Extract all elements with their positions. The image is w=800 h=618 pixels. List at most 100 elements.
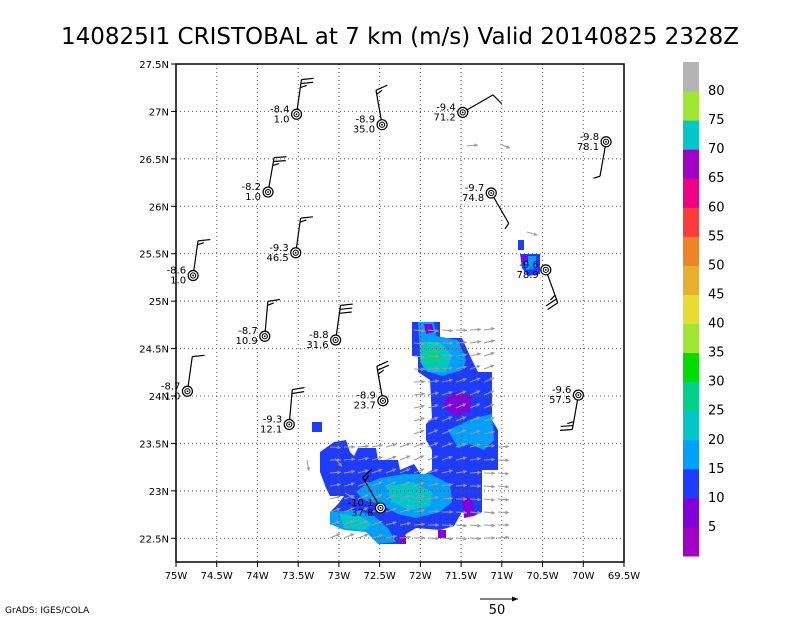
station-value-label: 10.9 bbox=[236, 336, 258, 347]
colorbar-swatch bbox=[683, 207, 699, 237]
wind-vector-head bbox=[392, 494, 397, 498]
wind-vector-head bbox=[491, 510, 495, 515]
wind-vector-head bbox=[463, 469, 467, 474]
wind-barb-flag bbox=[547, 302, 559, 311]
reference-vector: 50 bbox=[480, 596, 518, 618]
colorbar-swatch bbox=[683, 381, 699, 412]
wind-vector-head bbox=[490, 364, 495, 369]
colorbar-label: 15 bbox=[708, 462, 725, 477]
station-temp-label: -8.6 bbox=[167, 266, 187, 277]
station-value-label: 71.2 bbox=[433, 112, 455, 123]
station-ring-inner bbox=[332, 336, 339, 344]
station-plot: -8.71.0 bbox=[161, 354, 205, 402]
colorbar-label: 35 bbox=[708, 346, 725, 361]
wind-vector-head bbox=[420, 468, 425, 473]
wind-vector-head bbox=[392, 521, 397, 525]
wind-vector-head bbox=[476, 416, 481, 421]
y-tick-label: 27.5N bbox=[139, 60, 169, 71]
wind-vector-head bbox=[490, 351, 495, 356]
wind-vector-head bbox=[378, 494, 383, 498]
wind-vector-head bbox=[350, 482, 355, 486]
y-tick-label: 24N bbox=[149, 392, 169, 403]
wind-barb-flag bbox=[267, 302, 274, 306]
wind-vector-head bbox=[476, 377, 481, 382]
y-tick-label: 22.5N bbox=[139, 534, 169, 545]
wind-vector-head bbox=[491, 444, 495, 448]
station-plot: -8.61.0 bbox=[167, 238, 211, 287]
wind-vector-head bbox=[350, 520, 355, 524]
wind-vector-head bbox=[449, 510, 453, 514]
wind-barb-flag bbox=[340, 303, 353, 306]
station-ring-inner bbox=[293, 111, 300, 118]
wind-barb-shaft bbox=[362, 477, 379, 504]
wind-vector-head bbox=[350, 507, 355, 512]
wind-vector-head bbox=[463, 483, 467, 488]
station-temp-label: -8.9 bbox=[356, 391, 376, 402]
colorbar-label: 50 bbox=[708, 258, 725, 273]
wind-vector-head bbox=[491, 536, 495, 540]
wind-vector-head bbox=[434, 455, 439, 460]
wind-vector-head bbox=[477, 536, 481, 541]
wind-barb-shaft bbox=[546, 274, 559, 303]
station-temp-label: -10.1 bbox=[348, 498, 374, 509]
wind-vector-head bbox=[476, 403, 481, 407]
wind-vector-head bbox=[421, 341, 425, 346]
wind-vector-head bbox=[420, 455, 425, 459]
colorbar-swatch bbox=[683, 497, 699, 528]
station-ring-inner bbox=[286, 421, 293, 428]
wind-vector-head bbox=[477, 470, 481, 475]
station-temp-label: -9.3 bbox=[263, 414, 283, 425]
wind-vector-head bbox=[434, 482, 439, 486]
wind-vector-head bbox=[364, 507, 369, 511]
wind-vector-head bbox=[435, 523, 439, 527]
wind-vector-head bbox=[435, 379, 439, 383]
shaded-region bbox=[340, 514, 372, 530]
station-temp-label: -9.7 bbox=[465, 183, 485, 194]
wind-vector-head bbox=[351, 445, 355, 449]
wind-vector-head bbox=[435, 341, 439, 346]
shaded-region bbox=[518, 240, 524, 250]
wind-barb-shaft bbox=[264, 301, 269, 332]
station-plot: -9.678.9 bbox=[517, 260, 559, 311]
station-plot: -10.137.8 bbox=[348, 468, 387, 519]
wind-barb-flag bbox=[559, 428, 573, 431]
wind-barb-shaft bbox=[466, 94, 494, 111]
wind-vector-head bbox=[350, 494, 355, 499]
wind-vector-head bbox=[449, 536, 453, 541]
wind-barb-flag bbox=[197, 242, 204, 246]
wind-vector-head bbox=[490, 377, 495, 381]
wind-vector-head bbox=[448, 442, 453, 447]
wind-barb-flag bbox=[273, 160, 286, 163]
wind-barb-flag bbox=[560, 424, 574, 428]
wind-barb-shaft bbox=[296, 79, 303, 110]
station-value-label: 1.0 bbox=[274, 114, 290, 125]
wind-barb-flag bbox=[504, 222, 510, 230]
wind-vector-head bbox=[448, 455, 453, 460]
wind-vector-head bbox=[449, 366, 453, 370]
wind-vector-head bbox=[392, 481, 397, 485]
station-plot: -8.710.9 bbox=[236, 298, 281, 347]
colorbar-swatch bbox=[683, 352, 699, 383]
plot-frame bbox=[175, 63, 625, 563]
wind-vector-head bbox=[421, 354, 425, 359]
wind-vector-head bbox=[435, 354, 439, 359]
y-tick-label: 26.5N bbox=[139, 155, 169, 166]
wind-vector-head bbox=[434, 416, 439, 421]
colorbar-swatch bbox=[683, 294, 699, 325]
colorbar-swatch bbox=[683, 236, 699, 266]
station-temp-label: -8.8 bbox=[309, 330, 329, 341]
wind-vector-head bbox=[476, 390, 481, 394]
wind-vector-head bbox=[533, 232, 538, 237]
wind-vector-head bbox=[392, 507, 397, 512]
colorbar-swatch bbox=[683, 410, 699, 441]
station-dot bbox=[461, 111, 464, 114]
wind-vector-head bbox=[448, 469, 453, 474]
station-dot bbox=[288, 423, 291, 426]
wind-barb-flag bbox=[272, 162, 280, 167]
reference-arrow-head bbox=[512, 596, 518, 602]
colorbar-swatch bbox=[683, 323, 699, 354]
wind-barb-flag bbox=[492, 94, 503, 105]
wind-vector-head bbox=[337, 470, 341, 475]
wind-vector-head bbox=[378, 456, 383, 460]
wind-vector-head bbox=[421, 367, 425, 372]
